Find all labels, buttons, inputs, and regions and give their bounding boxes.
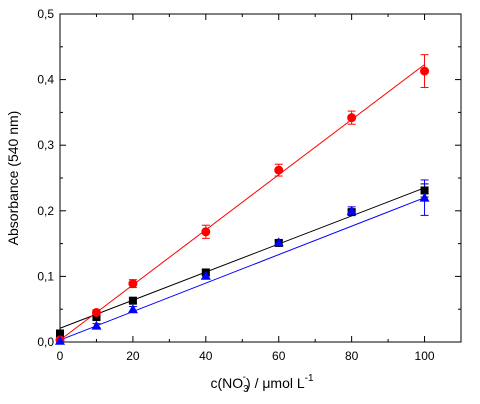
circle-marker [420,66,430,76]
x-tick-label: 100 [415,349,435,363]
circle-marker [347,113,357,123]
square-marker [128,296,137,305]
y-axis: 0,0 0,1 0,2 0,3 0,4 0,5 [37,7,461,349]
y-tick-label: 0,3 [37,138,54,152]
triangle-marker [273,237,284,247]
x-tick-label: 80 [345,349,359,363]
x-axis-title-subscript: 3 [243,384,249,395]
triangle-marker [200,270,211,280]
square-marker [56,329,64,338]
x-axis: 0 20 40 60 80 100 [57,14,435,363]
x-axis-title: c(NO3-) / μmol L-1 [210,372,314,395]
square-marker [420,186,429,195]
x-tick-label: 40 [199,349,213,363]
y-tick-label: 0,5 [37,7,54,21]
x-tick-label: 60 [272,349,286,363]
x-tick-label: 20 [126,349,140,363]
fit-lines [59,64,425,341]
x-axis-title-part-2: ) / μmol L [246,375,305,391]
triangle-marker [346,205,357,215]
circle-marker [91,307,101,317]
fit-line-square [59,187,425,329]
fit-line-triangle [59,197,425,341]
triangle-marker [55,335,65,345]
x-tick-label: 0 [57,349,64,363]
y-tick-label: 0,1 [37,269,54,283]
error-bars [92,54,429,329]
data-points [55,66,430,345]
y-tick-label: 0,4 [37,73,54,87]
circle-marker [128,279,138,289]
y-tick-label: 0,0 [37,335,54,349]
triangle-marker [91,320,102,330]
y-tick-label: 0,2 [37,204,54,218]
x-axis-title-part-1: c(NO [210,375,243,391]
y-axis-title: Absorbance (540 nm) [5,111,21,246]
fit-line-circle [59,64,425,341]
square-marker [92,313,101,322]
triangle-marker [127,304,138,314]
circle-marker [201,227,211,237]
x-axis-title-superscript: - [243,372,246,383]
x-axis-title-unit-superscript: -1 [305,373,314,384]
circle-marker [274,165,284,175]
triangle-marker [419,192,430,202]
plot-frame [59,13,462,343]
